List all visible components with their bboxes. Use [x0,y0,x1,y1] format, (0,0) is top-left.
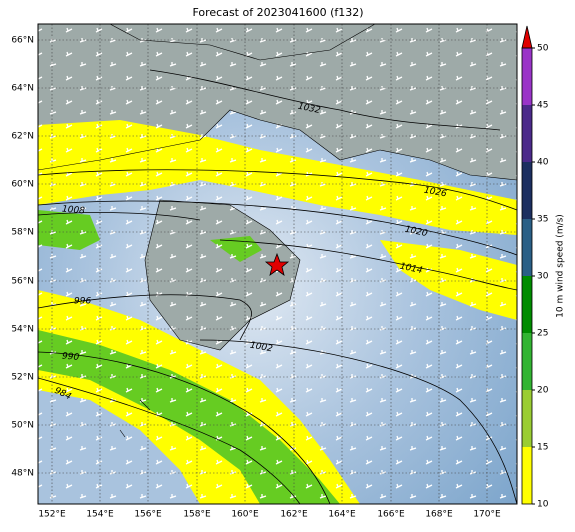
lat-label: 54°N [11,325,34,335]
lon-label: 154°E [86,510,114,520]
lon-label: 164°E [328,510,356,520]
colorbar-segment [522,162,532,219]
colorbar-segment [522,48,532,105]
isobar-label: 996 [74,297,91,307]
isobar-label: 1008 [62,205,86,217]
isobar-label: 1014 [399,262,424,277]
colorbar-tick-label: 40 [537,158,549,168]
colorbar-tick-label: 10 [537,500,549,510]
colorbar-segment [522,219,532,276]
colorbar-segment [522,105,532,162]
colorbar-label: 10 m wind speed (m/s) [556,214,566,318]
colorbar-tick-label: 25 [537,329,548,339]
lat-label: 56°N [11,277,34,287]
lon-label: 166°E [377,510,405,520]
lon-label: 158°E [183,510,211,520]
colorbar: 10 15 20 25 30 35 40 45 50 [521,25,549,510]
colorbar-tick-label: 30 [537,272,549,282]
colorbar-extend [521,25,533,49]
colorbar-tick-label: 50 [537,44,549,54]
lon-label: 152°E [38,510,66,520]
isobar-label: 1020 [404,225,429,240]
isobar-label: 1002 [249,341,274,355]
isobar-label: 990 [62,352,80,363]
location-marker [264,252,290,276]
lat-label: 60°N [11,180,34,190]
lat-labels: 66°N 64°N 62°N 60°N 58°N 56°N 54°N 52°N … [11,36,34,479]
lon-label: 170°E [473,510,501,520]
isobar-label: 1026 [423,186,448,200]
lat-label: 66°N [11,36,34,46]
colorbar-segment [522,333,532,390]
lat-label: 58°N [11,228,34,238]
lon-label: 162°E [280,510,308,520]
colorbar-tick-label: 45 [537,101,548,111]
lon-label: 156°E [134,510,162,520]
colorbar-segment [522,447,532,504]
title: Forecast of 2023041600 (f132) [192,6,363,19]
lon-label: 168°E [425,510,453,520]
lat-label: 52°N [11,373,34,383]
lon-labels: 152°E 154°E 156°E 158°E 160°E 162°E 164°… [38,510,501,520]
lon-label: 160°E [231,510,259,520]
colorbar-tick-label: 20 [537,386,549,396]
isobar-label: 1032 [297,102,322,117]
lat-label: 64°N [11,84,34,94]
lat-label: 50°N [11,421,34,431]
colorbar-segment [522,276,532,333]
lat-label: 62°N [11,132,34,142]
colorbar-tick-label: 35 [537,215,548,225]
colorbar-segment [522,390,532,447]
map: 1032 1026 1020 1014 1008 1002 996 990 98… [38,24,517,504]
colorbar-tick-label: 15 [537,443,548,453]
lat-label: 48°N [11,469,34,479]
map-frame [37,23,518,505]
